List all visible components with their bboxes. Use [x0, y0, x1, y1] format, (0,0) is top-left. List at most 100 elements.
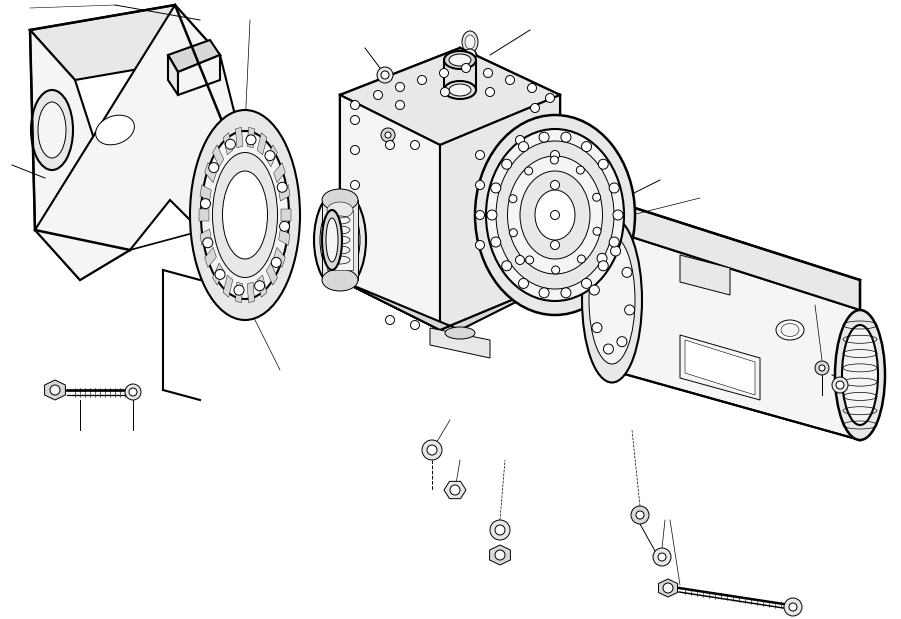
Polygon shape — [278, 184, 290, 201]
Polygon shape — [267, 145, 278, 167]
Circle shape — [476, 181, 485, 189]
Circle shape — [476, 210, 485, 220]
Polygon shape — [659, 579, 678, 597]
Circle shape — [203, 238, 213, 248]
Ellipse shape — [96, 115, 134, 145]
Circle shape — [215, 269, 225, 279]
Circle shape — [271, 258, 281, 267]
Circle shape — [653, 548, 671, 566]
Polygon shape — [45, 380, 66, 400]
Polygon shape — [235, 282, 243, 303]
Circle shape — [581, 279, 591, 288]
Circle shape — [617, 337, 627, 347]
Polygon shape — [444, 482, 466, 499]
Circle shape — [525, 256, 533, 264]
Circle shape — [545, 93, 554, 103]
Polygon shape — [247, 282, 254, 303]
Polygon shape — [610, 200, 860, 310]
Circle shape — [515, 136, 524, 144]
Circle shape — [350, 116, 359, 124]
Circle shape — [604, 344, 614, 354]
Ellipse shape — [835, 310, 885, 440]
Polygon shape — [200, 229, 212, 245]
Circle shape — [531, 103, 540, 113]
Circle shape — [209, 163, 219, 173]
Ellipse shape — [445, 327, 475, 339]
Polygon shape — [274, 248, 286, 267]
Circle shape — [663, 583, 673, 593]
Circle shape — [539, 288, 549, 298]
Polygon shape — [200, 184, 212, 201]
Circle shape — [486, 87, 495, 97]
Circle shape — [551, 241, 560, 249]
Circle shape — [422, 440, 442, 460]
Polygon shape — [205, 163, 216, 183]
Circle shape — [476, 150, 485, 160]
Polygon shape — [274, 163, 286, 183]
Ellipse shape — [322, 210, 342, 270]
Ellipse shape — [322, 269, 358, 291]
Circle shape — [624, 305, 634, 315]
Polygon shape — [35, 5, 260, 280]
Circle shape — [527, 84, 536, 92]
Circle shape — [411, 141, 420, 150]
Ellipse shape — [444, 51, 476, 69]
Circle shape — [396, 100, 405, 110]
Circle shape — [592, 322, 602, 332]
Ellipse shape — [535, 190, 575, 240]
Circle shape — [495, 550, 505, 560]
Circle shape — [278, 182, 287, 193]
Circle shape — [561, 132, 571, 142]
Circle shape — [636, 511, 644, 519]
Polygon shape — [223, 275, 232, 297]
Polygon shape — [680, 335, 760, 400]
Ellipse shape — [496, 141, 614, 289]
Circle shape — [551, 181, 560, 189]
Circle shape — [350, 145, 359, 155]
Circle shape — [495, 525, 505, 535]
Circle shape — [819, 365, 825, 371]
Circle shape — [350, 251, 359, 259]
Circle shape — [609, 237, 619, 247]
Circle shape — [427, 445, 437, 455]
Polygon shape — [223, 132, 232, 155]
Circle shape — [386, 141, 395, 150]
Ellipse shape — [520, 171, 590, 259]
Polygon shape — [340, 280, 560, 330]
Circle shape — [350, 100, 359, 110]
Polygon shape — [489, 545, 510, 565]
Circle shape — [265, 150, 275, 160]
Circle shape — [518, 279, 529, 288]
Ellipse shape — [314, 190, 366, 290]
Circle shape — [440, 69, 449, 77]
Circle shape — [578, 255, 586, 263]
Circle shape — [464, 49, 476, 61]
Circle shape — [581, 142, 591, 152]
Polygon shape — [430, 328, 490, 358]
Circle shape — [386, 316, 395, 324]
Ellipse shape — [190, 110, 300, 320]
Polygon shape — [278, 229, 290, 245]
Polygon shape — [327, 210, 353, 270]
Polygon shape — [685, 340, 755, 395]
Circle shape — [476, 241, 485, 249]
Ellipse shape — [582, 217, 642, 383]
Polygon shape — [168, 40, 220, 72]
Circle shape — [598, 261, 608, 271]
Circle shape — [622, 267, 632, 277]
Circle shape — [611, 246, 621, 256]
Circle shape — [381, 128, 395, 142]
Polygon shape — [213, 145, 223, 167]
Polygon shape — [281, 209, 291, 221]
Circle shape — [396, 82, 405, 92]
Circle shape — [200, 199, 211, 209]
Polygon shape — [199, 209, 209, 221]
Polygon shape — [322, 200, 358, 280]
Circle shape — [598, 159, 608, 169]
Polygon shape — [235, 128, 243, 148]
Circle shape — [589, 285, 599, 295]
Polygon shape — [440, 95, 560, 330]
Ellipse shape — [444, 81, 476, 99]
Circle shape — [350, 181, 359, 189]
Circle shape — [461, 64, 470, 72]
